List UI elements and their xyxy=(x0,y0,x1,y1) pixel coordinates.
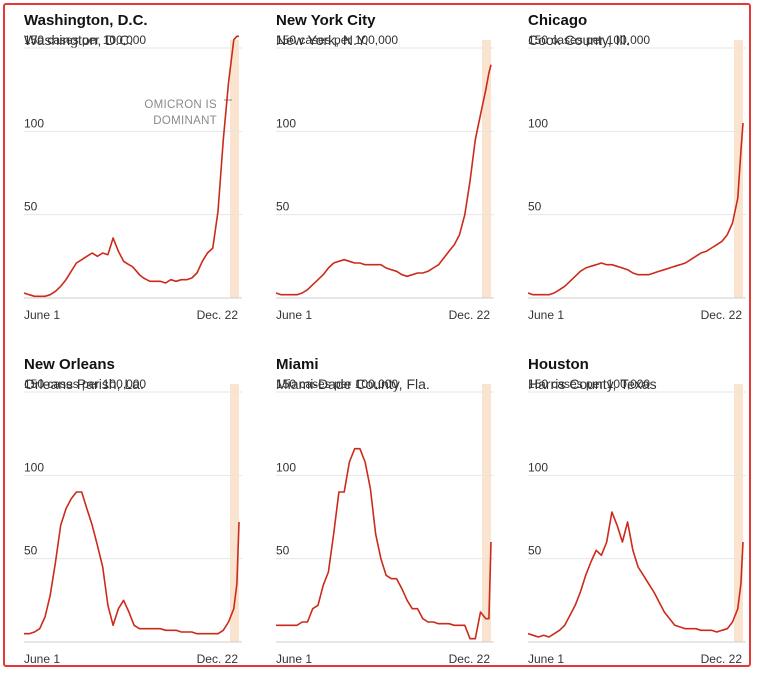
omicron-band xyxy=(734,384,743,642)
y-tick-label: 100 xyxy=(276,460,296,474)
chart-panel-houston: Houston Harris County, Texas 150 cases p… xyxy=(528,348,758,678)
x-label-start: June 1 xyxy=(24,652,60,666)
omicron-band xyxy=(482,40,491,298)
x-label-end: Dec. 22 xyxy=(197,652,239,666)
chart-panel-new-york: New York City New York, N.Y. 150 cases p… xyxy=(276,4,506,334)
series-line xyxy=(24,491,240,635)
unit-label: 150 cases per 100,000 xyxy=(276,33,398,47)
chart-chicago: 150 cases per 100,000 100 50 June 1 Dec. 22 xyxy=(528,33,746,322)
series-line xyxy=(528,122,744,296)
x-label-start: June 1 xyxy=(276,308,312,322)
x-label-end: Dec. 22 xyxy=(701,652,743,666)
series-line xyxy=(24,35,239,298)
x-label-end: Dec. 22 xyxy=(449,308,491,322)
x-label-end: Dec. 22 xyxy=(197,308,239,322)
panel-subtitle: Cook County, Ill. xyxy=(528,32,630,48)
panel-title: Washington, D.C. xyxy=(24,12,148,29)
panel-subtitle: Orleans Parish, La. xyxy=(24,376,144,392)
y-tick-label: 100 xyxy=(528,460,548,474)
panel-subtitle: Miami-Dade County, Fla. xyxy=(276,376,430,392)
chart-washington: 150 cases per 100,000 100 50 OMICRON IS DOMI… xyxy=(24,33,242,322)
panel-subtitle: Washington, D.C. xyxy=(24,32,134,48)
unit-label: 150 cases per 100,000 xyxy=(528,33,650,47)
panel-subtitle: New York, N.Y. xyxy=(276,32,369,48)
y-tick-label: 100 xyxy=(276,116,296,130)
y-tick-label: 100 xyxy=(24,460,44,474)
panel-title: Houston xyxy=(528,356,589,373)
chart-miami: 150 cases per 100,000 100 50 June 1 Dec. 22 xyxy=(276,377,494,666)
chart-new-orleans: 150 cases per 100,000 100 50 June 1 Dec. 22 xyxy=(24,377,242,666)
series-line xyxy=(276,64,492,296)
annotation-text: DOMINANT xyxy=(153,115,217,127)
x-label-start: June 1 xyxy=(24,308,60,322)
x-label-end: Dec. 22 xyxy=(701,308,743,322)
panel-title: New York City xyxy=(276,12,376,29)
omicron-band xyxy=(734,40,743,298)
chart-new-york: 150 cases per 100,000 100 50 June 1 Dec. 22 xyxy=(276,33,494,322)
y-tick-label: 50 xyxy=(276,544,290,558)
omicron-band xyxy=(482,384,491,642)
chart-panel-chicago: Chicago Cook County, Ill. 150 cases per … xyxy=(528,4,758,334)
omicron-band xyxy=(230,384,239,642)
y-tick-label: 50 xyxy=(528,544,542,558)
y-tick-label: 50 xyxy=(24,200,38,214)
x-label-start: June 1 xyxy=(528,652,564,666)
unit-label: 150 cases per 100,000 xyxy=(24,377,146,391)
y-tick-label: 100 xyxy=(24,116,44,130)
unit-label: 150 cases per 100,000 xyxy=(528,377,650,391)
x-label-start: June 1 xyxy=(276,652,312,666)
chart-houston: 150 cases per 100,000 100 50 June 1 Dec. 22 xyxy=(528,377,746,666)
panel-title: Miami xyxy=(276,356,319,373)
x-label-end: Dec. 22 xyxy=(449,652,491,666)
panel-title: New Orleans xyxy=(24,356,115,373)
panel-title: Chicago xyxy=(528,12,588,29)
chart-panel-washington: Washington, D.C. Washington, D.C. 150 ca… xyxy=(24,4,254,334)
frame-border xyxy=(3,3,751,667)
x-label-start: June 1 xyxy=(528,308,564,322)
series-line xyxy=(528,511,744,638)
y-tick-label: 50 xyxy=(528,200,542,214)
y-tick-label: 50 xyxy=(24,544,38,558)
unit-label: 150 cases per 100,000 xyxy=(24,33,146,47)
y-tick-label: 100 xyxy=(528,116,548,130)
series-line xyxy=(276,447,492,640)
y-tick-label: 50 xyxy=(276,200,290,214)
chart-panel-miami: Miami Miami-Dade County, Fla. 150 cases … xyxy=(276,348,506,678)
omicron-band xyxy=(230,40,239,298)
annotation-text: OMICRON IS xyxy=(144,99,217,111)
panel-subtitle: Harris County, Texas xyxy=(528,376,657,392)
chart-panel-new-orleans: New Orleans Orleans Parish, La. 150 case… xyxy=(24,348,254,678)
unit-label: 150 cases per 100,000 xyxy=(276,377,398,391)
